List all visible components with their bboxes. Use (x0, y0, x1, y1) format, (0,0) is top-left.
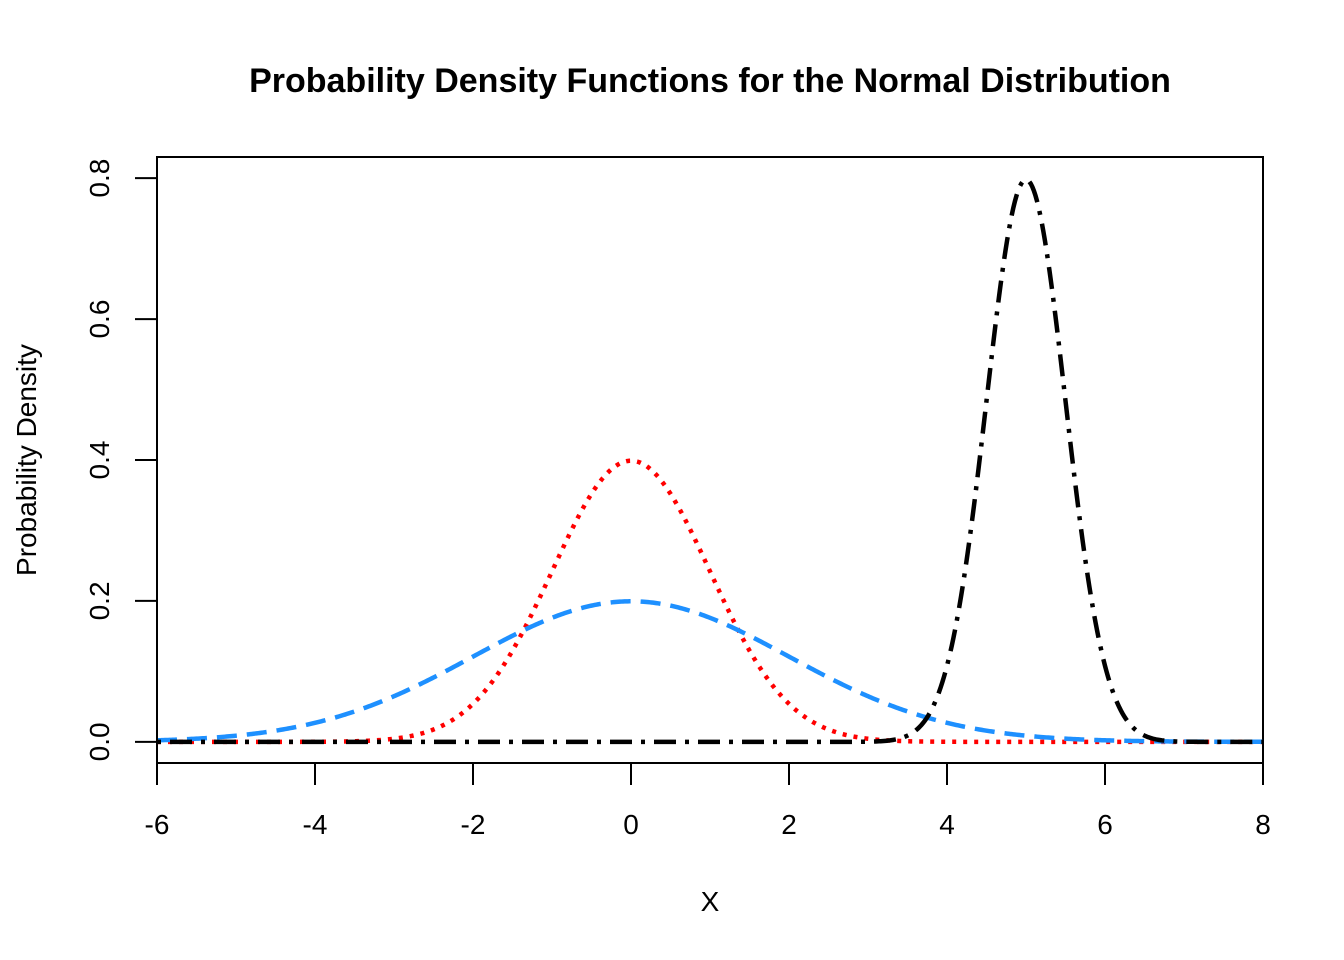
x-tick-label: 0 (623, 809, 639, 840)
x-tick-label: 8 (1255, 809, 1271, 840)
x-tick-label: 6 (1097, 809, 1113, 840)
series-layer (156, 177, 1263, 745)
y-tick-label: 0.6 (84, 300, 115, 339)
series-line-1 (157, 458, 1263, 745)
chart-title: Probability Density Functions for the No… (249, 62, 1171, 100)
series-line-3 (157, 177, 1263, 745)
y-tick-label: 0.2 (84, 581, 115, 620)
y-tick-label: 0.0 (84, 722, 115, 761)
y-axis-label: Probability Density (11, 344, 42, 576)
x-tick-label: 2 (781, 809, 797, 840)
x-axis-label: X (701, 886, 720, 917)
y-tick-label: 0.8 (84, 159, 115, 198)
x-tick-label: -6 (145, 809, 170, 840)
x-tick-label: 4 (939, 809, 955, 840)
series-line-2 (156, 599, 1263, 745)
x-axis: -6 -4 -2 0 2 4 6 8 (145, 762, 1271, 840)
plot-frame (156, 156, 1264, 764)
y-tick-label: 0.4 (84, 441, 115, 480)
y-axis: 0.0 0.2 0.4 0.6 0.8 (84, 159, 158, 761)
x-tick-label: -2 (461, 809, 486, 840)
x-tick-label: -4 (303, 809, 328, 840)
